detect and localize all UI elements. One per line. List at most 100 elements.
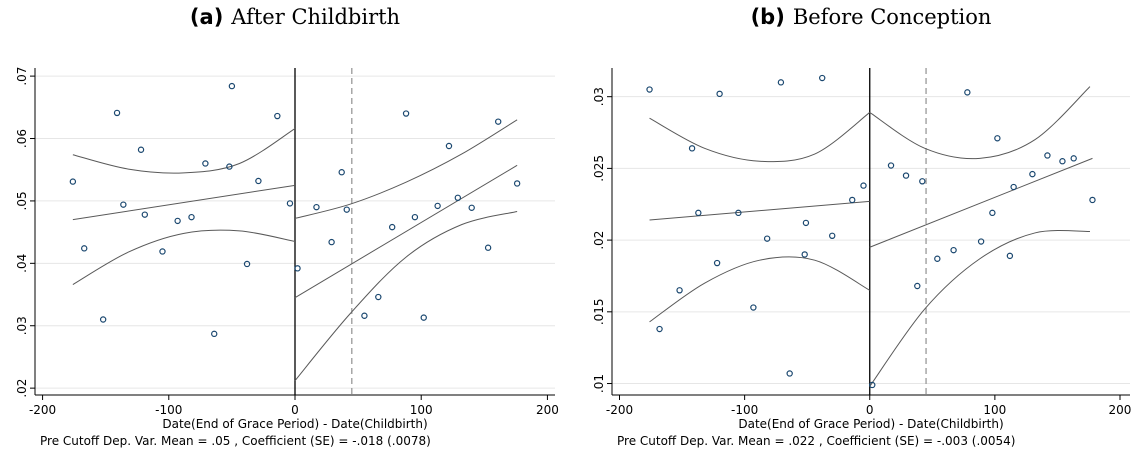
point: [989, 209, 996, 217]
fit-line: [294, 164, 518, 299]
ci-line: [72, 229, 296, 285]
point: [1044, 152, 1051, 159]
x-tick-label: 0: [291, 403, 299, 417]
title: Before Conception: [793, 5, 992, 29]
ci-line: [72, 128, 296, 174]
point: [445, 142, 453, 150]
point: [286, 200, 294, 207]
point: [786, 370, 793, 377]
panel: (b) Before Conception .01 .015 .02 .025 .03 -20…: [592, 5, 1131, 448]
point: [188, 213, 195, 221]
point: [819, 74, 826, 82]
fit-line: [649, 200, 870, 221]
point: [211, 330, 218, 338]
ci-line: [649, 256, 870, 323]
point: [676, 287, 683, 294]
title: After Childbirth: [230, 5, 400, 29]
point: [1029, 170, 1036, 178]
point: [1070, 155, 1077, 162]
point: [656, 325, 663, 333]
point: [914, 282, 921, 290]
point: [860, 182, 867, 189]
point: [716, 90, 723, 98]
panel-label: (b): [751, 5, 785, 29]
point: [402, 110, 410, 117]
x-tick-label: -100: [155, 403, 182, 417]
point: [777, 79, 785, 86]
point: [113, 109, 121, 117]
point: [646, 86, 653, 93]
point: [695, 209, 702, 217]
y-tick-label: .025: [592, 155, 606, 182]
y-tick-label: .06: [15, 129, 29, 148]
y-tick-label: .03: [592, 87, 606, 106]
point: [141, 211, 149, 218]
x-tick-label: 0: [866, 403, 874, 417]
point: [919, 178, 926, 185]
x-axis-title: Date(End of Grace Period) - Date(Childbi…: [162, 417, 427, 431]
x-tick-label: -200: [29, 403, 56, 417]
point: [849, 196, 856, 204]
point: [454, 194, 462, 202]
point: [801, 251, 808, 258]
point: [513, 180, 521, 187]
point: [313, 203, 320, 211]
note: Pre Cutoff Dep. Var. Mean = .05 , Coeffi…: [40, 434, 431, 448]
point: [411, 213, 419, 221]
point: [328, 238, 335, 246]
point: [964, 89, 971, 96]
point: [750, 304, 757, 311]
point: [1010, 183, 1017, 191]
x-tick-label: 100: [410, 403, 433, 417]
point: [977, 238, 985, 245]
point: [420, 314, 427, 321]
y-tick-label: .03: [15, 316, 29, 335]
point: [869, 381, 876, 389]
point: [1006, 252, 1014, 260]
ci-line: [649, 112, 871, 163]
point: [735, 209, 742, 217]
point: [120, 201, 127, 208]
point: [274, 112, 281, 120]
point: [950, 246, 957, 254]
panel-title: (a) After Childbirth: [190, 5, 400, 29]
x-tick-label: -200: [606, 403, 633, 417]
point: [294, 265, 301, 272]
note: Pre Cutoff Dep. Var. Mean = .022 , Coeff…: [617, 434, 1015, 448]
x-tick-label: 200: [536, 403, 559, 417]
panel-title: (b) Before Conception: [751, 5, 992, 29]
point: [255, 177, 262, 185]
point: [81, 245, 88, 252]
point: [887, 162, 895, 169]
point: [763, 235, 771, 242]
point: [226, 163, 233, 170]
point: [99, 316, 107, 323]
point: [338, 169, 345, 176]
point: [484, 244, 492, 251]
ci-line: [869, 86, 1091, 160]
point: [1089, 196, 1096, 204]
x-tick-label: 100: [983, 403, 1006, 417]
point: [243, 260, 251, 268]
point: [375, 293, 382, 301]
point: [174, 217, 181, 225]
y-tick-label: .015: [592, 298, 606, 325]
x-tick-label: 200: [1109, 403, 1132, 417]
point: [468, 204, 475, 211]
y-tick-label: .02: [592, 231, 606, 250]
y-tick-label: .07: [15, 67, 29, 86]
point: [137, 146, 145, 153]
y-tick-label: .05: [15, 191, 29, 210]
point: [1059, 158, 1066, 165]
y-tick-label: .02: [15, 379, 29, 398]
fit-line: [72, 184, 296, 221]
point: [994, 135, 1001, 142]
point: [343, 206, 350, 213]
point: [802, 219, 810, 227]
panel-label: (a): [190, 5, 223, 29]
point: [829, 232, 836, 240]
ci-line: [294, 119, 518, 219]
x-tick-label: -100: [731, 403, 758, 417]
point: [69, 178, 77, 185]
